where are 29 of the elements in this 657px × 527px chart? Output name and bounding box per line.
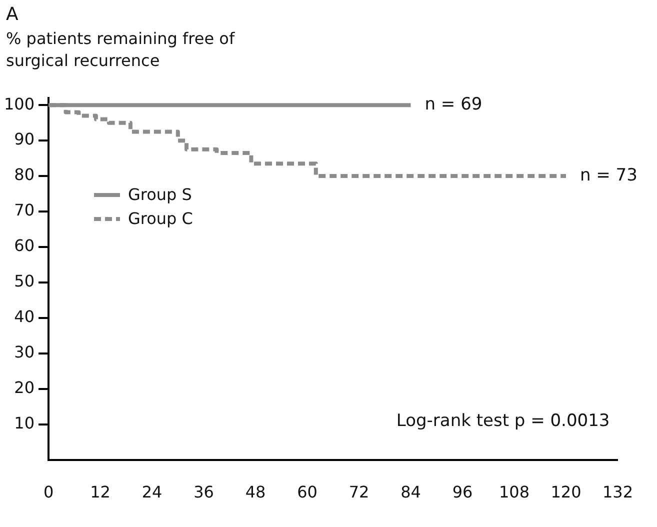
x-tick-label: 12 bbox=[90, 482, 110, 502]
y-tick-label: 10 bbox=[14, 413, 35, 432]
y-tick-label: 90 bbox=[14, 130, 35, 149]
chart-title: A bbox=[6, 4, 18, 25]
x-tick-label: 96 bbox=[452, 482, 473, 502]
y-tick-label: 60 bbox=[14, 236, 35, 256]
y-tick-label: 50 bbox=[14, 272, 35, 291]
x-tick-label: 24 bbox=[142, 482, 162, 502]
annotation: n = 69 bbox=[424, 94, 482, 115]
x-tick-label: 0 bbox=[43, 482, 54, 502]
annotation: Log-rank test p = 0.0013 bbox=[396, 411, 610, 432]
x-tick-label: 48 bbox=[245, 482, 266, 502]
y-tick-label: 70 bbox=[14, 200, 35, 220]
x-tick-label: 108 bbox=[498, 482, 530, 502]
x-tick-label: 132 bbox=[602, 482, 634, 502]
legend-label: Group S bbox=[128, 184, 192, 206]
y-axis-title: % patients remaining free of surgical recurrence bbox=[6, 28, 236, 72]
y-tick-label: 80 bbox=[14, 165, 35, 184]
y-tick-label: 20 bbox=[14, 378, 35, 398]
x-tick-label: 72 bbox=[348, 482, 370, 502]
annotation: n = 73 bbox=[580, 165, 638, 186]
x-tick-label: 120 bbox=[550, 482, 582, 502]
legend-label: Group C bbox=[128, 208, 193, 230]
x-tick-label: 84 bbox=[400, 482, 421, 502]
y-tick-label: 30 bbox=[14, 342, 35, 362]
y-tick-label: 100 bbox=[4, 94, 35, 114]
x-tick-label: 36 bbox=[194, 482, 214, 502]
y-tick-label: 40 bbox=[14, 307, 35, 326]
x-tick-label: 60 bbox=[297, 482, 318, 502]
